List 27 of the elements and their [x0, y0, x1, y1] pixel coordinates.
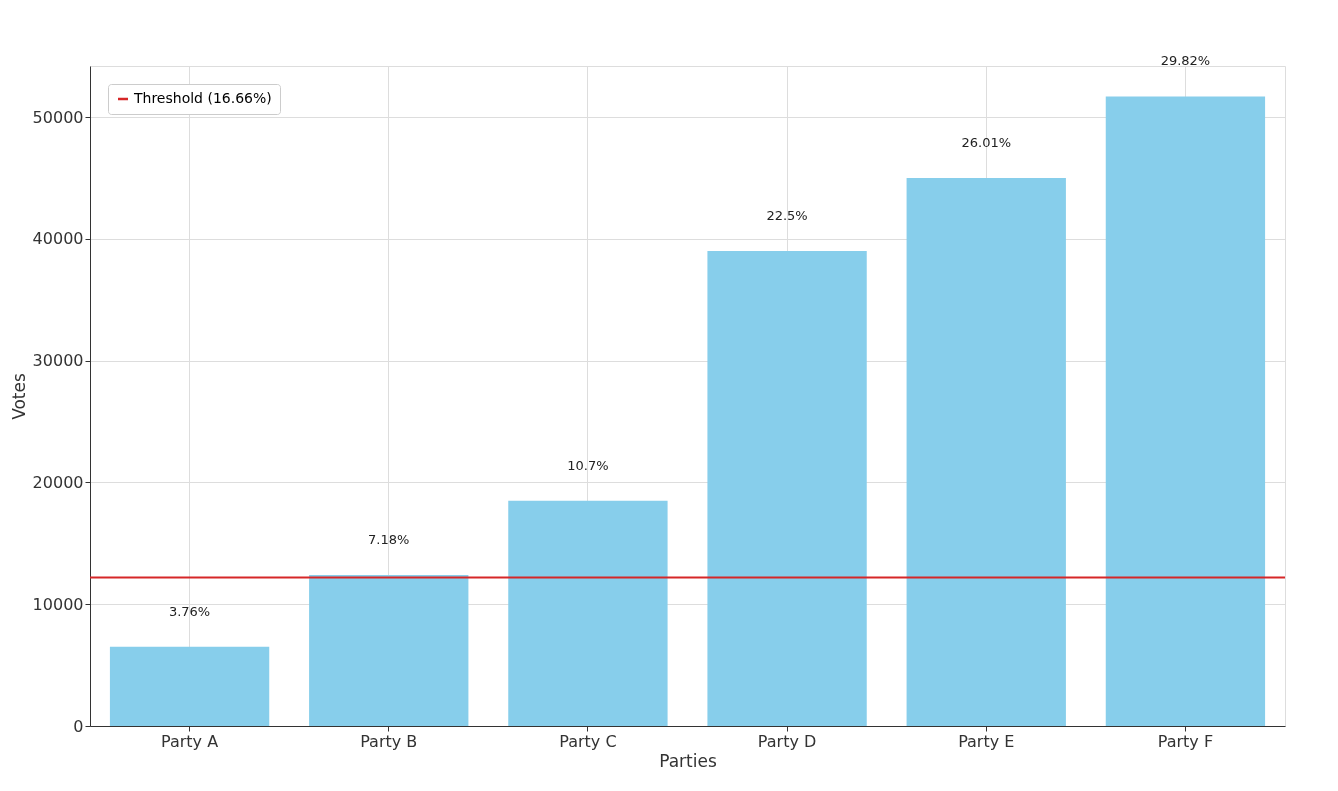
x-tick-label: Party D	[757, 731, 817, 751]
bar	[1105, 96, 1266, 726]
annotation: 7.18%	[368, 532, 410, 547]
bar	[707, 251, 867, 726]
bar	[906, 178, 1066, 726]
y-tick-label: 30000	[32, 351, 84, 371]
y-axis-title: Votes	[8, 373, 29, 420]
y-tick-label: 20000	[32, 472, 84, 492]
annotation: 29.82%	[1160, 53, 1211, 69]
annotation: 10.7%	[567, 457, 609, 473]
x-tick-label: Party A	[161, 731, 219, 751]
bar	[109, 646, 270, 726]
annotation: 3.76%	[168, 603, 211, 619]
x-axis-title: Parties	[659, 750, 717, 771]
bar	[309, 575, 469, 726]
x-tick-label: Party C	[559, 731, 617, 751]
y-tick-label: 40000	[32, 229, 84, 249]
x-tick-label: Party F	[1157, 731, 1214, 751]
bar	[508, 500, 668, 726]
x-tick-label: Party B	[360, 731, 418, 751]
x-tick-label: Party E	[958, 731, 1015, 751]
y-tick-label: 50000	[32, 107, 84, 127]
y-tick-label: 0	[73, 716, 84, 736]
y-tick-label: 10000	[32, 594, 84, 614]
annotation: 22.5%	[766, 208, 808, 224]
annotation: 26.01%	[961, 135, 1012, 151]
legend-label: Threshold (16.66%)	[133, 90, 272, 106]
